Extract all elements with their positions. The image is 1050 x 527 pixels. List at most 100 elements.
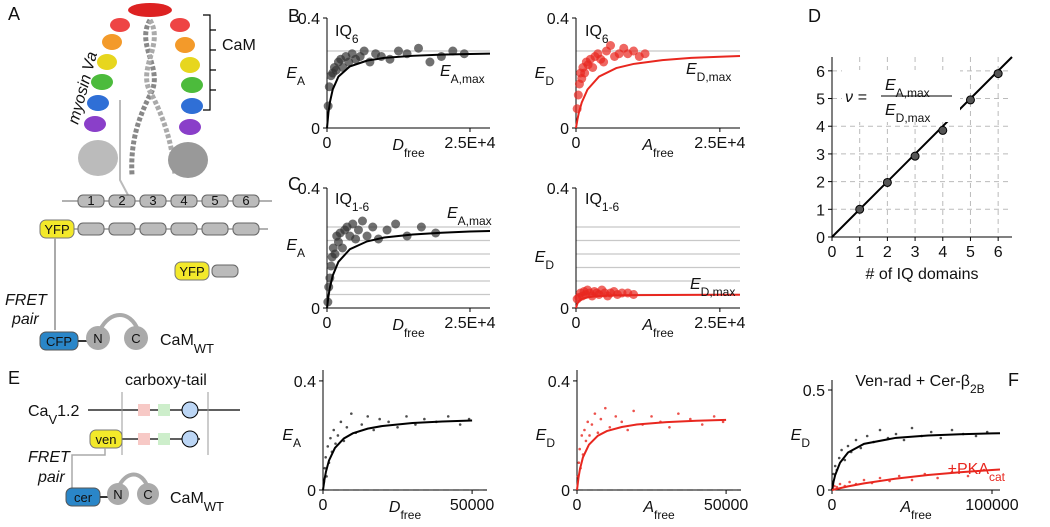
x-axis-label-sub: free — [400, 508, 421, 522]
annotation-main: E — [440, 63, 451, 80]
data-point — [843, 458, 847, 462]
data-point — [458, 423, 462, 426]
data-point — [584, 439, 588, 443]
chart-title: IQ6 — [585, 23, 609, 46]
y-tick-label: 0 — [311, 301, 320, 318]
y-tick-label: 4 — [816, 119, 825, 136]
annotation-main: E — [686, 61, 697, 78]
x-tick-label: 100000 — [965, 497, 1018, 514]
x-axis-label-sub: free — [653, 146, 674, 160]
x-axis-label-main: D — [389, 499, 401, 516]
data-point — [362, 231, 372, 241]
data-point — [593, 412, 597, 415]
y-tick-label: 0.4 — [548, 374, 570, 391]
x-tick-label: 0 — [828, 497, 837, 514]
data-point — [351, 234, 361, 244]
x-tick-label: 6 — [994, 244, 1003, 261]
data-point — [939, 436, 943, 440]
c-lobe-label: C — [143, 487, 152, 502]
annotation-main: E — [447, 205, 458, 222]
x-tick-label: 0 — [828, 244, 837, 261]
data-point — [329, 436, 332, 440]
cam-wt-label: CaMWT — [160, 332, 214, 356]
data-point — [436, 52, 446, 61]
data-point — [334, 442, 337, 445]
x-tick-label: 50000 — [704, 497, 749, 514]
formula-denominator-sub: D,max — [896, 111, 931, 125]
chart-title-main: IQ — [335, 191, 352, 208]
data-point — [344, 57, 354, 67]
y-axis-label-sub: D — [545, 74, 554, 88]
x-tick-label: 0 — [572, 135, 581, 152]
data-point — [936, 476, 939, 480]
data-point — [835, 485, 839, 489]
y-tick-label: 0.4 — [547, 11, 569, 28]
channel-construct — [65, 392, 240, 507]
y-tick-label: 3 — [816, 147, 825, 164]
x-axis-label: # of IQ domains — [866, 266, 979, 283]
data-point — [854, 438, 858, 442]
y-axis-label-sub: D — [545, 258, 554, 272]
x-tick-label: 2.5E+4 — [694, 315, 745, 332]
data-point — [929, 430, 933, 434]
data-point — [938, 125, 948, 135]
data-point — [626, 428, 629, 432]
data-point — [337, 243, 347, 253]
data-point — [580, 434, 584, 437]
iq-number: 6 — [242, 193, 249, 208]
data-point — [330, 249, 340, 259]
y-axis-label: EA — [286, 237, 305, 260]
data-point — [348, 219, 358, 229]
y-tick-label: 0 — [561, 483, 570, 500]
x-tick-label: 5 — [966, 244, 975, 261]
formula-denominator: ED,max — [885, 102, 930, 125]
data-point — [614, 415, 618, 418]
pair-label: pair — [11, 311, 39, 328]
y-axis-label: EA — [286, 65, 305, 88]
cav-sub: V — [48, 412, 57, 427]
data-point — [910, 151, 920, 161]
data-point — [910, 478, 914, 482]
x-tick-label: 0 — [323, 315, 332, 332]
y-axis-label-main: E — [535, 249, 546, 266]
yfp-construct — [39, 219, 268, 330]
data-point — [580, 68, 590, 78]
fit-curve — [575, 293, 741, 309]
data-point — [966, 474, 970, 478]
data-point — [366, 415, 370, 418]
data-point — [878, 428, 882, 432]
x-tick-label: 50000 — [450, 497, 495, 514]
myosin-structure — [78, 3, 216, 196]
chart-title-sub: 2B — [970, 382, 985, 396]
y-axis-label-main: E — [536, 427, 547, 444]
data-point — [326, 445, 330, 448]
annotation-sub: A,max — [451, 72, 485, 86]
y-tick-label: 0.4 — [298, 181, 320, 198]
x-axis-label-sub: free — [653, 326, 674, 340]
data-point — [350, 412, 353, 415]
data-point — [965, 95, 975, 105]
data-point — [865, 434, 869, 438]
y-tick-label: 0.4 — [298, 11, 320, 28]
data-point — [359, 46, 369, 56]
data-point — [650, 415, 653, 418]
chart-title-main: IQ — [585, 23, 602, 40]
y-axis-label-sub: A — [297, 246, 305, 260]
chart-title-sub: 1-6 — [602, 200, 620, 214]
formula-numerator-main: E — [885, 77, 896, 94]
data-point — [586, 420, 590, 424]
data-point — [446, 415, 450, 418]
data-point — [323, 466, 327, 470]
data-point — [368, 222, 378, 232]
y-tick-label: 2 — [816, 175, 825, 192]
y-axis-label: ED — [791, 427, 811, 450]
x-tick-label: 2.5E+4 — [444, 135, 495, 152]
data-point — [360, 423, 364, 426]
fit-curve — [576, 418, 727, 491]
data-point — [378, 417, 381, 421]
data-point — [425, 57, 435, 67]
data-point — [353, 225, 363, 235]
data-point — [331, 65, 341, 75]
panel-label: A — [8, 4, 20, 24]
annotation-main: +PKA — [948, 461, 990, 478]
